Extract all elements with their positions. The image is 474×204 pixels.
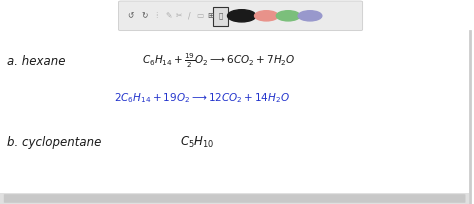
Circle shape: [255, 11, 278, 21]
Text: $2C_6H_{14} + 19O_2 \longrightarrow 12CO_2 + 14H_2O$: $2C_6H_{14} + 19O_2 \longrightarrow 12CO…: [114, 91, 290, 105]
Circle shape: [276, 11, 300, 21]
Text: ↻: ↻: [141, 11, 148, 20]
Text: $C_6H_{14} + \frac{19}{2}O_2 \longrightarrow 6CO_2 + 7H_2O$: $C_6H_{14} + \frac{19}{2}O_2 \longrighta…: [142, 52, 296, 70]
Text: b. cyclopentane: b. cyclopentane: [7, 136, 101, 149]
Text: ↺: ↺: [127, 11, 134, 20]
Text: $C_5H_{10}$: $C_5H_{10}$: [180, 135, 215, 150]
Text: a. hexane: a. hexane: [7, 55, 65, 68]
Circle shape: [228, 10, 256, 22]
Text: ✂: ✂: [176, 11, 182, 20]
FancyBboxPatch shape: [0, 193, 469, 204]
Text: ▭: ▭: [196, 11, 204, 20]
FancyBboxPatch shape: [213, 7, 228, 26]
Text: ✎: ✎: [165, 11, 172, 20]
Text: ⁞: ⁞: [155, 11, 158, 20]
FancyBboxPatch shape: [4, 194, 465, 203]
Text: 🖼: 🖼: [219, 12, 223, 19]
FancyBboxPatch shape: [118, 1, 363, 31]
Text: /: /: [188, 11, 191, 20]
Text: ⊞: ⊞: [208, 11, 214, 20]
Circle shape: [298, 11, 322, 21]
